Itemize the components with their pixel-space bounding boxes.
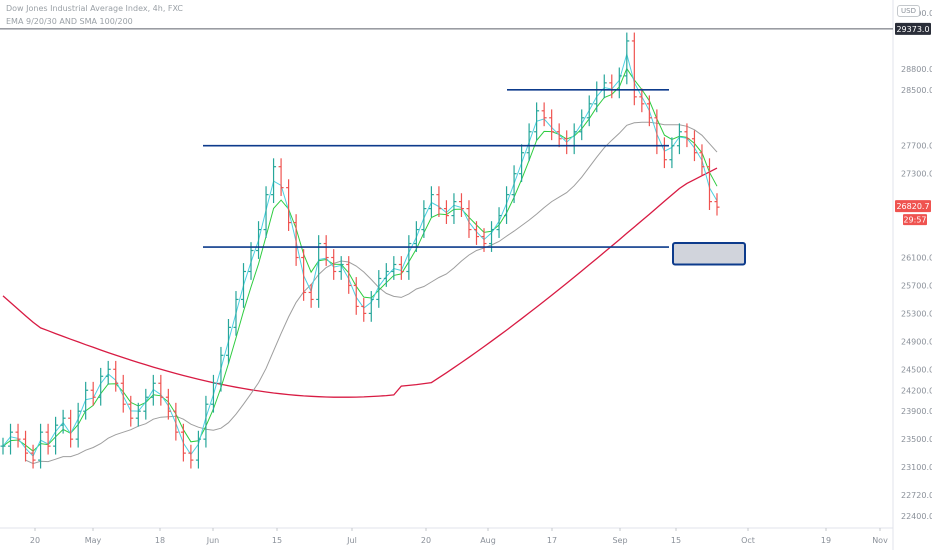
x-tick-label: Jul — [346, 536, 357, 545]
x-tick-label: 15 — [272, 536, 282, 545]
sma-100-line — [25, 121, 718, 465]
x-tick-label: Nov — [872, 536, 888, 545]
y-tick-label: 23500.0 — [901, 435, 932, 444]
countdown-label: 29:57 — [903, 216, 926, 225]
x-tick-label: 18 — [155, 536, 165, 545]
chart-title: Dow Jones Industrial Average Index, 4h, … — [6, 4, 183, 13]
x-tick-label: 15 — [671, 536, 681, 545]
y-tick-label: 25700.0 — [901, 281, 932, 290]
y-tick-label: 22400.0 — [901, 512, 932, 521]
y-tick-label: 22720.0 — [901, 491, 932, 500]
indicator-legend: EMA 9/20/30 AND SMA 100/200 — [6, 17, 133, 26]
y-tick-label: 26100.0 — [901, 254, 932, 263]
y-tick-label: 27700.0 — [901, 142, 932, 151]
target-zone-box — [672, 242, 746, 266]
reference-price-label: 29373.0 — [896, 25, 929, 34]
y-tick-label: 24900.0 — [901, 337, 932, 346]
ema-20-line — [2, 67, 718, 452]
y-tick-label: 25300.0 — [901, 309, 932, 318]
current-price-label: 26820.7 — [896, 202, 929, 211]
y-tick-label: 28500.0 — [901, 86, 932, 95]
y-tick-label: 27300.0 — [901, 170, 932, 179]
x-tick-label: 20 — [30, 536, 40, 545]
x-tick-label: Sep — [612, 536, 627, 545]
y-tick-label: 24500.0 — [901, 365, 932, 374]
ema-9-line — [2, 52, 718, 457]
x-tick-label: Aug — [480, 536, 496, 545]
x-tick-label: 20 — [421, 536, 431, 545]
x-tick-label: Oct — [741, 536, 755, 545]
countdown-tag — [903, 214, 927, 226]
x-tick-label: 19 — [821, 536, 831, 545]
reference-price-tag — [895, 22, 931, 35]
currency-badge[interactable]: USD — [897, 5, 920, 17]
x-tick-label: Jun — [206, 536, 220, 545]
x-tick-label: May — [85, 536, 102, 545]
current-price-tag — [895, 200, 931, 213]
y-tick-label: 28800.0 — [901, 65, 932, 74]
x-tick-label: 17 — [547, 536, 557, 545]
y-tick-label: 24200.0 — [901, 386, 932, 395]
sma-200-line — [2, 167, 718, 398]
y-tick-label: 23100.0 — [901, 463, 932, 472]
y-tick-label: 23900.0 — [901, 407, 932, 416]
